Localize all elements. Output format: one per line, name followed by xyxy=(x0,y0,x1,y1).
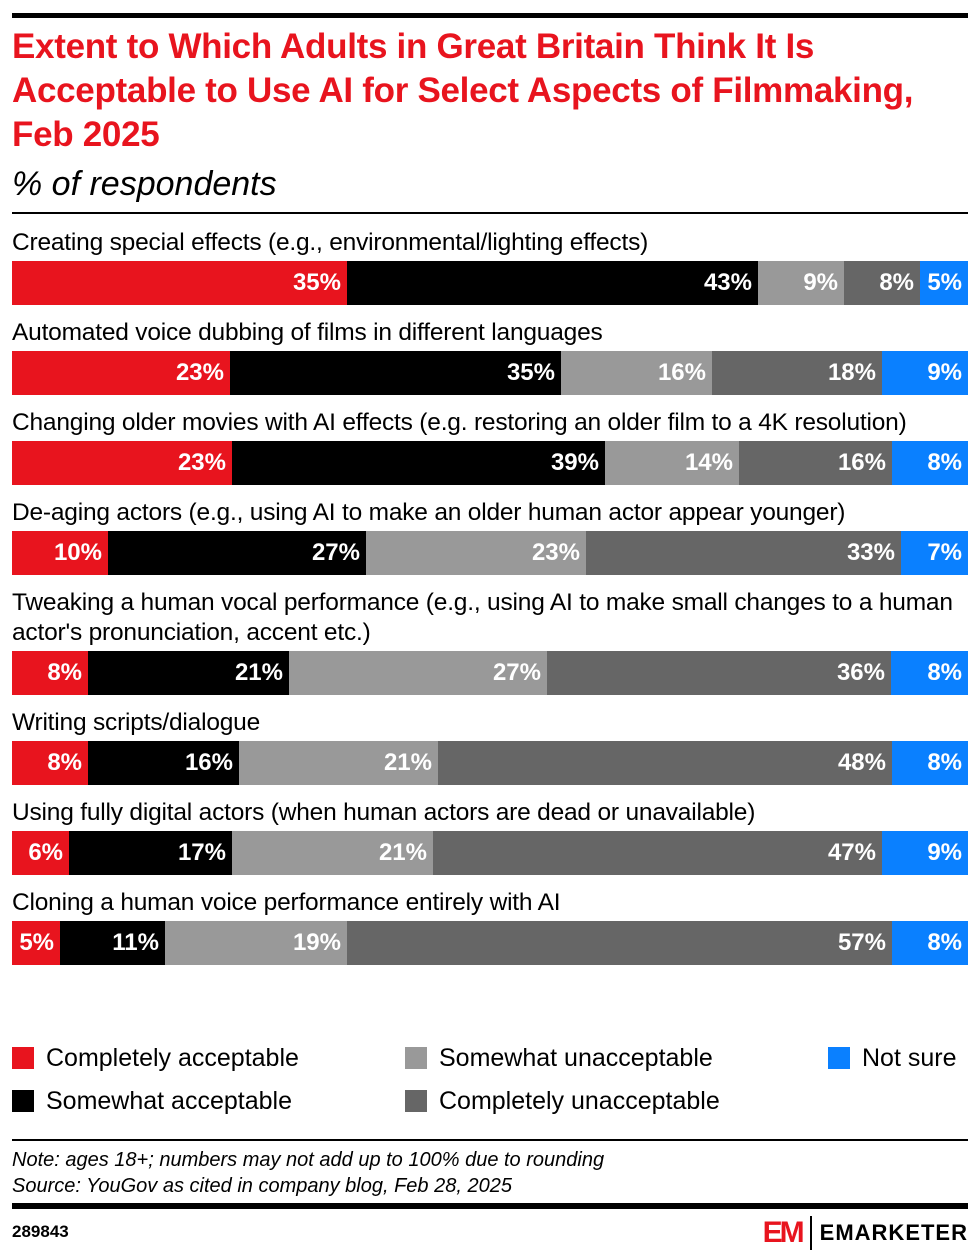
stacked-bar: 8% 21% 27% 36% 8% xyxy=(12,651,968,695)
top-rule xyxy=(12,13,968,18)
bar-segment-not-sure: 9% xyxy=(882,831,968,875)
category-label: Automated voice dubbing of films in diff… xyxy=(12,319,603,346)
legend-label: Somewhat acceptable xyxy=(46,1086,292,1115)
bar-segment-somewhat-unacceptable: 16% xyxy=(561,351,712,395)
bar-segment-somewhat-acceptable: 27% xyxy=(108,531,366,575)
category-label: De-aging actors (e.g., using AI to make … xyxy=(12,499,846,526)
bar-segment-not-sure: 8% xyxy=(892,741,968,785)
bar-segment-somewhat-unacceptable: 14% xyxy=(605,441,739,485)
legend-swatch xyxy=(12,1090,34,1112)
stacked-bar: 6% 17% 21% 47% 9% xyxy=(12,831,968,875)
legend-swatch xyxy=(828,1047,850,1069)
bar-segment-completely-acceptable: 23% xyxy=(12,441,232,485)
bar-segment-completely-acceptable: 10% xyxy=(12,531,108,575)
bar-segment-completely-acceptable: 23% xyxy=(12,351,230,395)
bar-segment-completely-unacceptable: 16% xyxy=(739,441,892,485)
bar-segment-somewhat-acceptable: 35% xyxy=(230,351,561,395)
bar-row: De-aging actors (e.g., using AI to make … xyxy=(12,498,968,575)
legend-label: Completely acceptable xyxy=(46,1043,299,1072)
bar-segment-somewhat-acceptable: 16% xyxy=(88,741,239,785)
emarketer-logo: EM EMARKETER xyxy=(763,1216,968,1250)
stacked-bar: 10% 27% 23% 33% 7% xyxy=(12,531,968,575)
legend-swatch xyxy=(405,1047,427,1069)
bar-row: Changing older movies with AI effects (e… xyxy=(12,408,968,485)
bar-segment-somewhat-unacceptable: 21% xyxy=(239,741,438,785)
bar-row: Creating special effects (e.g., environm… xyxy=(12,228,968,305)
category-label: Using fully digital actors (when human a… xyxy=(12,799,756,826)
chart-id: 289843 xyxy=(12,1222,69,1241)
bar-segment-somewhat-acceptable: 43% xyxy=(347,261,758,305)
bar-row: Cloning a human voice performance entire… xyxy=(12,888,968,965)
bar-segment-not-sure: 5% xyxy=(920,261,968,305)
stacked-bar: 5% 11% 19% 57% 8% xyxy=(12,921,968,965)
stacked-bar: 23% 35% 16% 18% 9% xyxy=(12,351,968,395)
category-label: Creating special effects (e.g., environm… xyxy=(12,229,649,256)
bar-row: Writing scripts/dialogue 8% 16% 21% 48% 8% xyxy=(12,708,968,785)
logo-text: EMARKETER xyxy=(819,1220,968,1245)
note-rule xyxy=(12,1139,968,1141)
bar-segment-completely-unacceptable: 57% xyxy=(347,921,892,965)
legend-item: Completely acceptable xyxy=(12,1043,299,1073)
legend-label: Completely unacceptable xyxy=(439,1086,720,1115)
stacked-bar: 35% 43% 9% 8% 5% xyxy=(12,261,968,305)
bar-segment-completely-acceptable: 5% xyxy=(12,921,60,965)
bar-segment-somewhat-unacceptable: 21% xyxy=(232,831,433,875)
stacked-bar: 23% 39% 14% 16% 8% xyxy=(12,441,968,485)
legend-label: Somewhat unacceptable xyxy=(439,1043,713,1072)
stacked-bar: 8% 16% 21% 48% 8% xyxy=(12,741,968,785)
bar-segment-completely-unacceptable: 48% xyxy=(438,741,892,785)
bar-row: Using fully digital actors (when human a… xyxy=(12,798,968,875)
bar-segment-somewhat-unacceptable: 9% xyxy=(758,261,844,305)
bar-segment-not-sure: 8% xyxy=(892,441,968,485)
logo-mark: EM xyxy=(762,1216,805,1249)
bar-segment-somewhat-acceptable: 21% xyxy=(88,651,289,695)
bar-segment-completely-unacceptable: 18% xyxy=(712,351,882,395)
legend-item: Not sure xyxy=(828,1043,956,1073)
bar-segment-completely-acceptable: 8% xyxy=(12,651,88,695)
category-label: Cloning a human voice performance entire… xyxy=(12,889,561,916)
bar-segment-not-sure: 8% xyxy=(892,921,968,965)
bar-segment-completely-unacceptable: 47% xyxy=(433,831,882,875)
bar-segment-completely-acceptable: 6% xyxy=(12,831,69,875)
legend-item: Somewhat unacceptable xyxy=(405,1043,713,1073)
legend-label: Not sure xyxy=(862,1043,957,1072)
bar-segment-completely-acceptable: 8% xyxy=(12,741,88,785)
notes: Note: ages 18+; numbers may not add up t… xyxy=(12,1147,604,1199)
category-label: Changing older movies with AI effects (e… xyxy=(12,409,907,436)
bar-segment-somewhat-acceptable: 17% xyxy=(69,831,232,875)
bar-row: Tweaking a human vocal performance (e.g.… xyxy=(12,588,968,695)
bar-segment-somewhat-unacceptable: 23% xyxy=(366,531,586,575)
bar-segment-not-sure: 8% xyxy=(891,651,968,695)
bar-segment-not-sure: 9% xyxy=(882,351,968,395)
legend-item: Completely unacceptable xyxy=(405,1086,720,1116)
bar-segment-completely-unacceptable: 33% xyxy=(586,531,901,575)
bar-segment-somewhat-unacceptable: 19% xyxy=(165,921,347,965)
legend-item: Somewhat acceptable xyxy=(12,1086,292,1116)
source-text: Source: YouGov as cited in company blog,… xyxy=(12,1175,512,1197)
chart-subtitle: % of respondents xyxy=(12,165,277,203)
bottom-rule xyxy=(12,1203,968,1209)
bar-segment-somewhat-acceptable: 11% xyxy=(60,921,165,965)
bar-row: Automated voice dubbing of films in diff… xyxy=(12,318,968,395)
note-text: Note: ages 18+; numbers may not add up t… xyxy=(12,1149,605,1171)
bar-segment-completely-unacceptable: 36% xyxy=(547,651,891,695)
logo-divider xyxy=(809,1216,812,1250)
bar-rows: Creating special effects (e.g., environm… xyxy=(12,228,968,978)
bar-segment-completely-acceptable: 35% xyxy=(12,261,347,305)
header-rule xyxy=(12,212,968,214)
bar-segment-somewhat-unacceptable: 27% xyxy=(289,651,547,695)
legend: Completely acceptable Somewhat acceptable… xyxy=(12,1043,968,1123)
legend-swatch xyxy=(405,1090,427,1112)
bar-segment-somewhat-acceptable: 39% xyxy=(232,441,605,485)
category-label: Writing scripts/dialogue xyxy=(12,709,261,736)
legend-swatch xyxy=(12,1047,34,1069)
bar-segment-completely-unacceptable: 8% xyxy=(844,261,920,305)
chart-title: Extent to Which Adults in Great Britain … xyxy=(12,27,914,154)
category-label: Tweaking a human vocal performance (e.g.… xyxy=(12,589,953,646)
bar-segment-not-sure: 7% xyxy=(901,531,968,575)
